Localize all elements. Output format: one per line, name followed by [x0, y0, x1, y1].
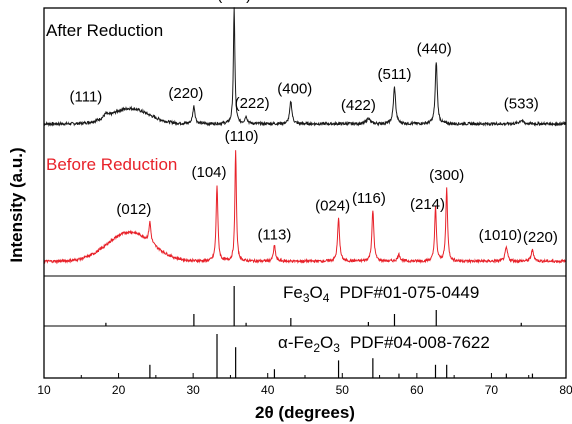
- peak-label: (012): [116, 201, 151, 218]
- peak-label: (311): [217, 0, 251, 4]
- peak-label: (024): [315, 198, 350, 215]
- peak-label: (111): [70, 88, 103, 105]
- x-tick-label: 50: [336, 383, 350, 397]
- x-tick-label: 80: [559, 383, 572, 397]
- peak-label: (220): [523, 229, 558, 246]
- peak-label: (400): [277, 80, 312, 97]
- after-peak-labels: (111) (220) (311) (222) (400) (422)(511) (440)…: [70, 0, 539, 114]
- peak-label: (113): [257, 227, 291, 244]
- after-reduction-trace: [43, 7, 567, 127]
- before-peak-labels: (012) (104) (110) (113) (024) (116) (214) (300)…: [116, 128, 558, 246]
- after-reduction-label: After Reduction: [46, 21, 163, 40]
- x-tick-label: 70: [485, 383, 499, 397]
- x-tick-label: 10: [37, 383, 51, 397]
- peak-label: (110): [225, 128, 259, 145]
- peak-label: (1010): [479, 227, 522, 244]
- plot-frame: [43, 7, 567, 379]
- x-tick-label: 30: [186, 383, 200, 397]
- peak-label: (220): [168, 85, 203, 102]
- peak-label: (422): [341, 97, 376, 114]
- fe3o4-reference-sticks: [105, 286, 522, 326]
- peak-label: (104): [191, 164, 226, 181]
- x-tick-label: 20: [112, 383, 126, 397]
- x-tick-label: 60: [410, 383, 424, 397]
- x-tick-label: 40: [261, 383, 275, 397]
- hematite-reference-sticks: [149, 334, 534, 378]
- peak-label: (116): [352, 190, 386, 207]
- before-reduction-label: Before Reduction: [46, 155, 177, 174]
- before-reduction-trace: [43, 150, 567, 265]
- hematite-reference-label: α-Fe2O3 PDF#04-008-7622: [278, 333, 490, 355]
- fe3o4-reference-label: Fe3O4 PDF#01-075-0449: [283, 283, 479, 305]
- after-reduction-panel: After Reduction (111) (220) (311) (222) (400…: [43, 0, 567, 127]
- peak-label: (440): [417, 40, 452, 57]
- x-axis: 10 20 30 40 50 60 70 80: [37, 373, 572, 397]
- hematite-reference-panel: α-Fe2O3 PDF#04-008-7622: [149, 333, 534, 378]
- before-reduction-panel: Before Reduction (012) (104) (110) (113) (02…: [43, 128, 567, 265]
- x-axis-title: 2θ (degrees): [255, 403, 355, 422]
- peak-label: (300): [429, 167, 464, 184]
- y-axis-title: Intensity (a.u.): [7, 147, 26, 262]
- fe3o4-reference-panel: Fe3O4 PDF#01-075-0449: [105, 283, 522, 326]
- peak-label: (533): [504, 95, 539, 112]
- peak-label: (511): [378, 66, 412, 83]
- peak-label: (214): [410, 196, 445, 213]
- peak-label: (222): [235, 95, 270, 112]
